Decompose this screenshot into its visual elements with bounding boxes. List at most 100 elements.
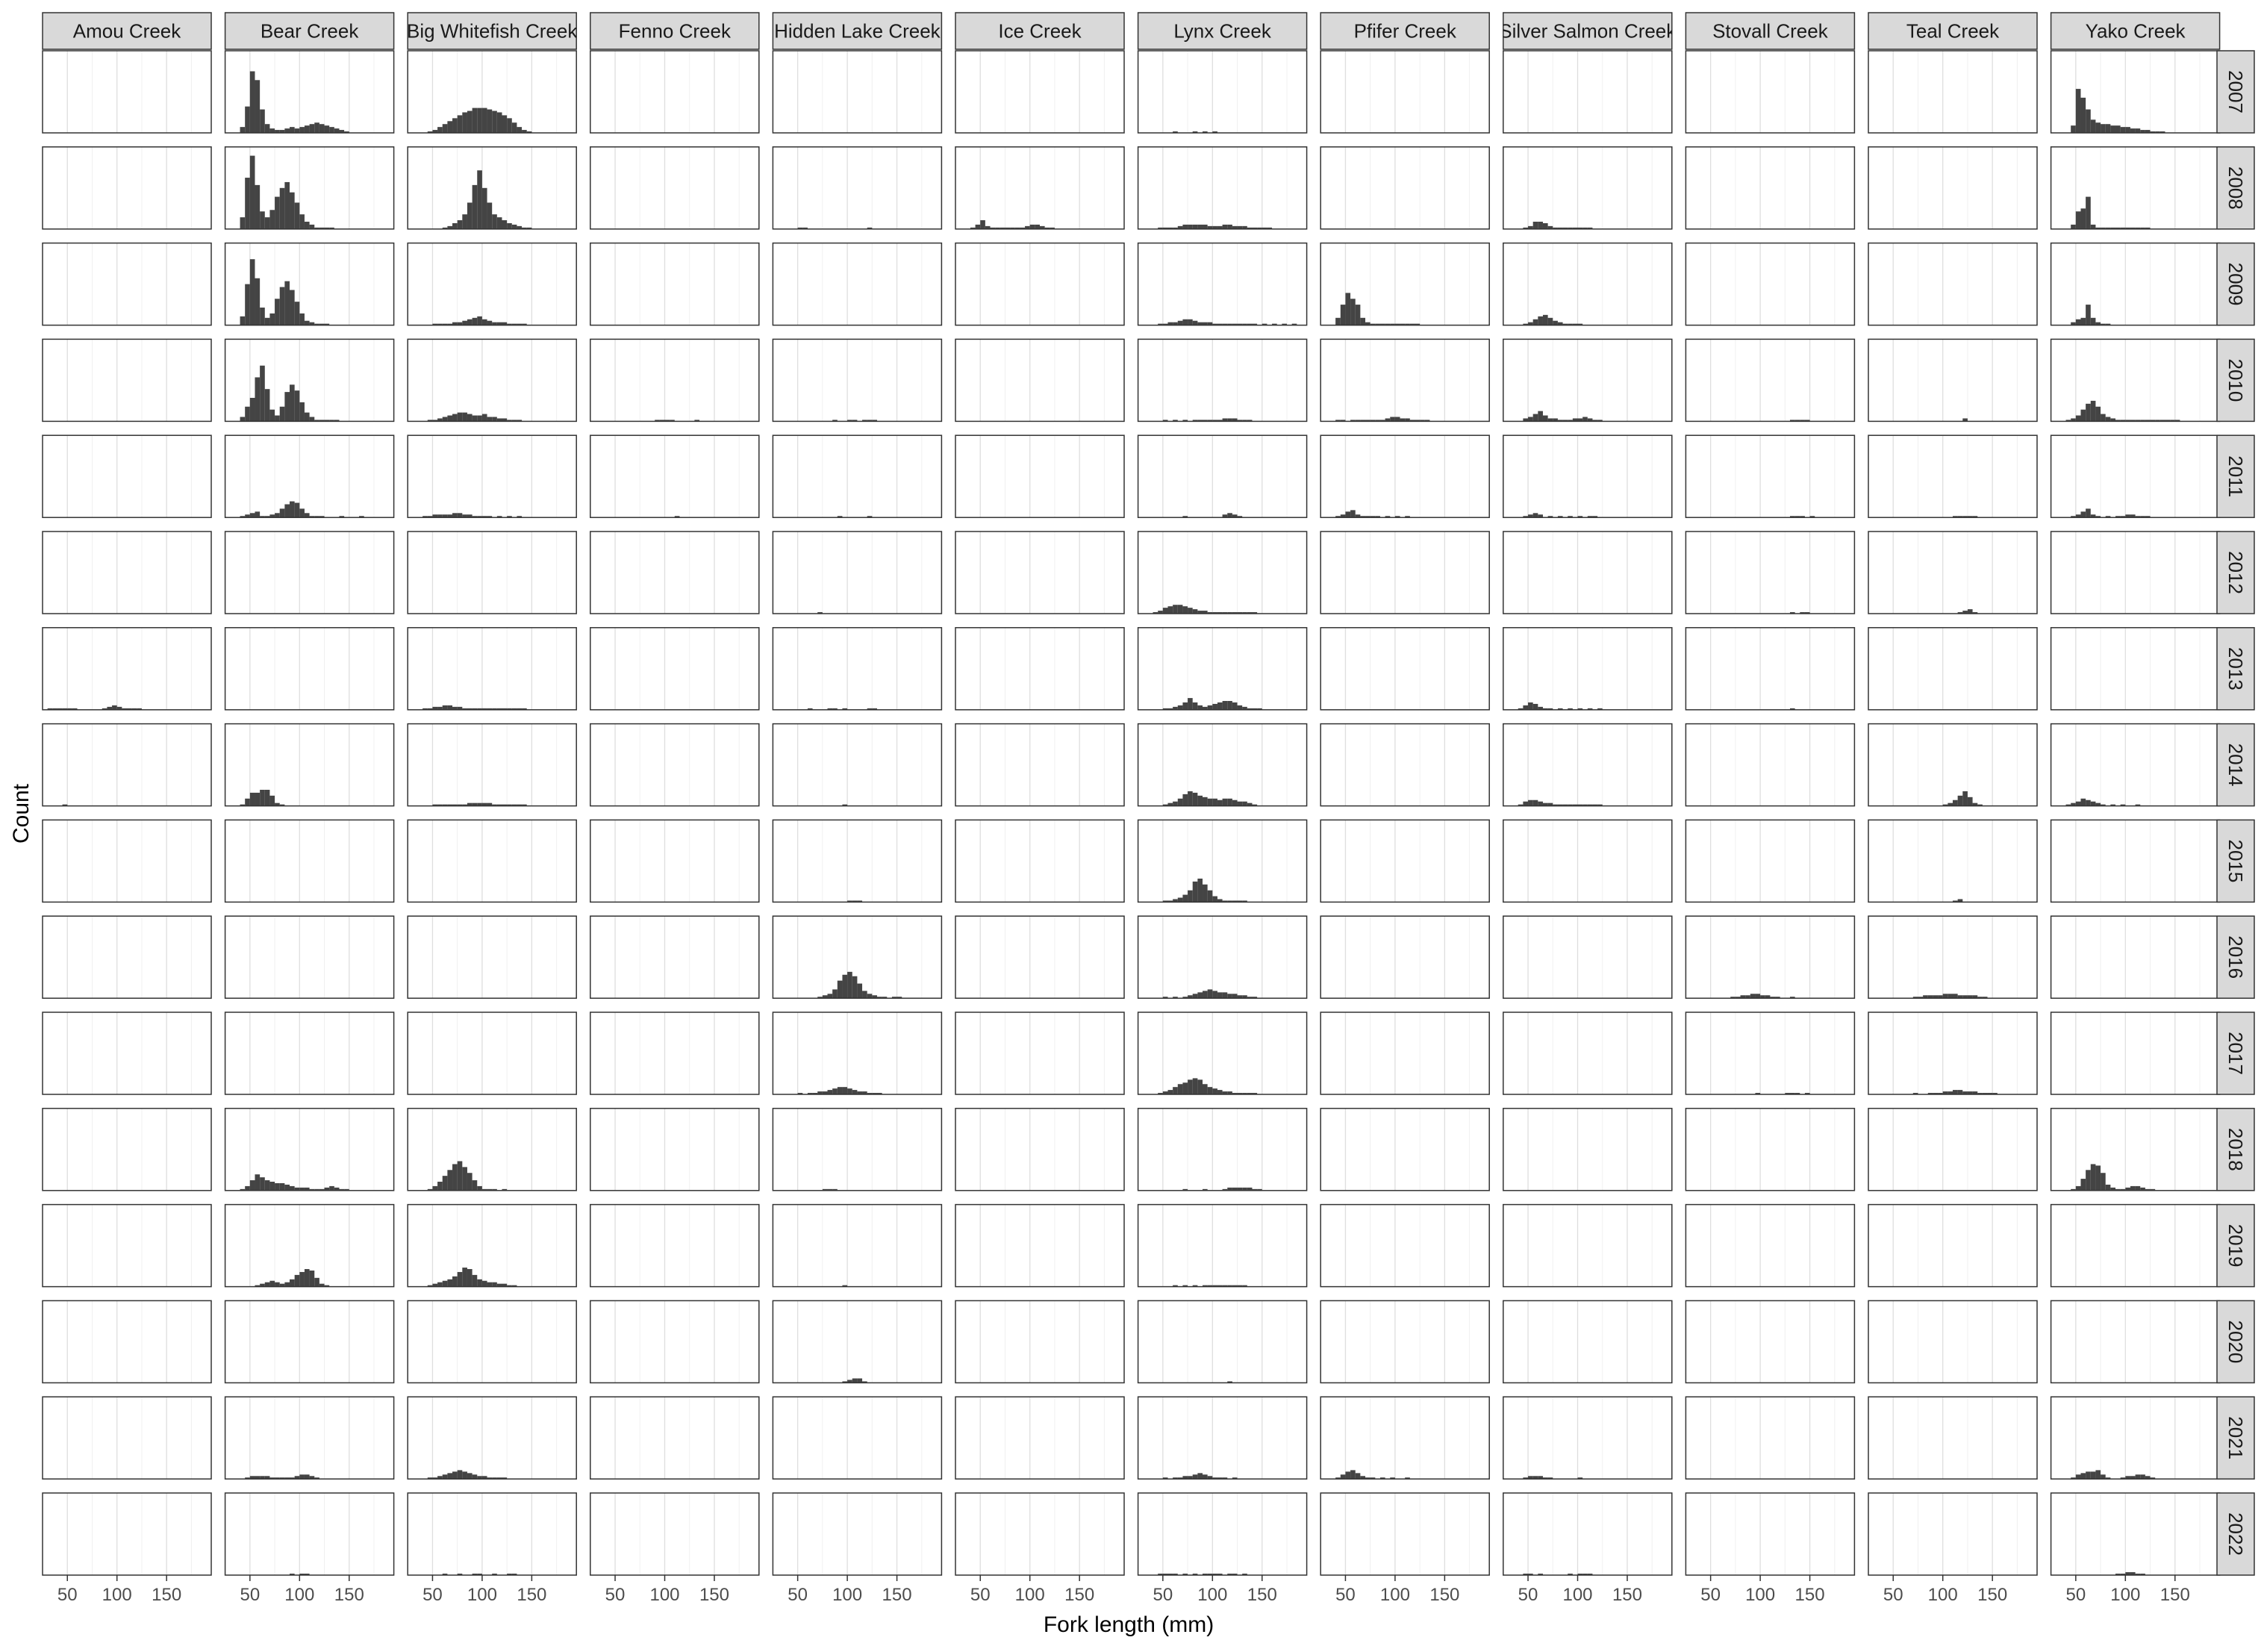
- panel-border: [224, 338, 395, 423]
- histogram-bar: [290, 1477, 295, 1480]
- histogram-bar: [1162, 708, 1168, 710]
- histogram-bar: [294, 302, 300, 325]
- histogram-bar: [507, 516, 512, 518]
- histogram-bar: [2086, 403, 2091, 422]
- histogram-bar: [1217, 323, 1223, 325]
- histogram-bar: [2130, 1476, 2136, 1480]
- panel-bg: [1685, 627, 1855, 710]
- panel-silver-salmon-creek-2008: [1503, 146, 1673, 230]
- histogram-bar: [1335, 516, 1341, 518]
- panel-bg: [225, 627, 394, 710]
- histogram-bar: [1207, 1087, 1213, 1094]
- panel-border: [407, 627, 577, 711]
- panel-border: [1137, 915, 1308, 999]
- panel-bg: [1320, 339, 1490, 422]
- histogram-bar: [1197, 322, 1203, 325]
- histogram-bar: [137, 708, 142, 710]
- panel-bg: [773, 1493, 942, 1575]
- strip-label-lynx-creek: Lynx Creek: [1173, 20, 1272, 43]
- histogram-bar: [1222, 1477, 1228, 1480]
- histogram-bar: [1025, 225, 1030, 229]
- x-tick-label: 100: [1928, 1585, 1958, 1605]
- histogram-bar: [1532, 1476, 1538, 1480]
- histogram-bar: [1182, 702, 1188, 710]
- histogram-bar: [1212, 703, 1217, 710]
- x-tick-label: 150: [334, 1585, 364, 1605]
- histogram-bar: [1188, 995, 1193, 999]
- histogram-bar: [1577, 708, 1583, 710]
- panel-border: [955, 1108, 1125, 1191]
- histogram-bar: [2075, 319, 2081, 325]
- panel-hidden-lake-creek-2008: [772, 146, 943, 230]
- histogram-bar: [116, 706, 122, 710]
- histogram-bar: [1933, 1093, 1939, 1094]
- panel-bg: [225, 1012, 394, 1094]
- strip-year-2010: [2216, 338, 2255, 423]
- histogram-bar: [1953, 900, 1958, 903]
- histogram-bar: [1528, 225, 1533, 229]
- panel-bg: [955, 1493, 1124, 1575]
- histogram-bar: [1242, 1285, 1247, 1287]
- histogram-bar: [240, 417, 246, 422]
- histogram-bar: [2115, 1574, 2121, 1575]
- histogram-bar: [1207, 705, 1213, 710]
- panel-border: [1685, 1492, 1856, 1576]
- histogram-bar: [507, 1574, 512, 1575]
- histogram-bar: [2095, 516, 2101, 518]
- panel-hidden-lake-creek-2011: [772, 434, 943, 518]
- panel-yako-creek-2015: [2050, 819, 2221, 903]
- panel-bg: [1320, 1493, 1490, 1575]
- panel-bg: [1868, 1204, 2037, 1287]
- histogram-bar: [1162, 804, 1168, 806]
- histogram-bar: [492, 322, 497, 325]
- histogram-bar: [1335, 420, 1341, 422]
- histogram-bar: [249, 1476, 255, 1480]
- histogram-bar: [1029, 224, 1035, 229]
- strip-silver-salmon-creek: [1503, 12, 1673, 50]
- histogram-bar: [862, 420, 867, 422]
- histogram-bar: [1340, 420, 1346, 422]
- histogram-bar: [299, 508, 305, 518]
- panel-bg: [1685, 1397, 1855, 1480]
- panel-yako-creek-2021: [2050, 1396, 2221, 1480]
- panel-bg: [590, 51, 759, 133]
- histogram-bar: [1173, 1087, 1178, 1094]
- histogram-bar: [827, 1188, 833, 1191]
- panel-bg: [773, 51, 942, 133]
- histogram-bar: [1222, 798, 1228, 806]
- histogram-bar: [867, 516, 873, 518]
- histogram-bar: [427, 1477, 433, 1480]
- x-tick-label: 100: [649, 1585, 679, 1605]
- histogram-bar: [2080, 511, 2086, 518]
- panel-border: [1685, 1203, 1856, 1288]
- histogram-bar: [467, 202, 473, 229]
- histogram-bar: [2155, 131, 2160, 133]
- histogram-bar: [1162, 1091, 1168, 1094]
- histogram-bar: [309, 1188, 315, 1191]
- histogram-bar: [324, 125, 330, 133]
- histogram-bar: [1232, 1093, 1238, 1094]
- panel-border: [1320, 1492, 1490, 1576]
- histogram-bar: [467, 1269, 473, 1287]
- panel-border: [955, 242, 1125, 326]
- histogram-bar: [1222, 224, 1228, 229]
- panel-big-whitefish-creek-2007: [407, 50, 577, 134]
- strip-label-year-2014: 2014: [2224, 744, 2247, 787]
- strip-label-year-2021: 2021: [2224, 1416, 2247, 1459]
- histogram-bar: [427, 1188, 433, 1191]
- histogram-bar: [269, 795, 275, 806]
- histogram-bar: [842, 708, 848, 710]
- panel-big-whitefish-creek-2009: [407, 242, 577, 326]
- histogram-bar: [294, 502, 300, 518]
- histogram-bar: [457, 706, 463, 710]
- histogram-bar: [817, 997, 823, 999]
- histogram-bar: [260, 109, 265, 133]
- histogram-bar: [2120, 127, 2126, 133]
- histogram-bar: [452, 118, 458, 133]
- row-strips: 2007200820092010201120122013201420152016…: [2216, 50, 2255, 1576]
- histogram-bar: [852, 900, 858, 903]
- panel-big-whitefish-creek-2020: [407, 1300, 577, 1384]
- panel-amou-creek-2013: [42, 627, 212, 711]
- histogram-bar: [432, 514, 438, 518]
- panel-border: [1503, 1300, 1673, 1384]
